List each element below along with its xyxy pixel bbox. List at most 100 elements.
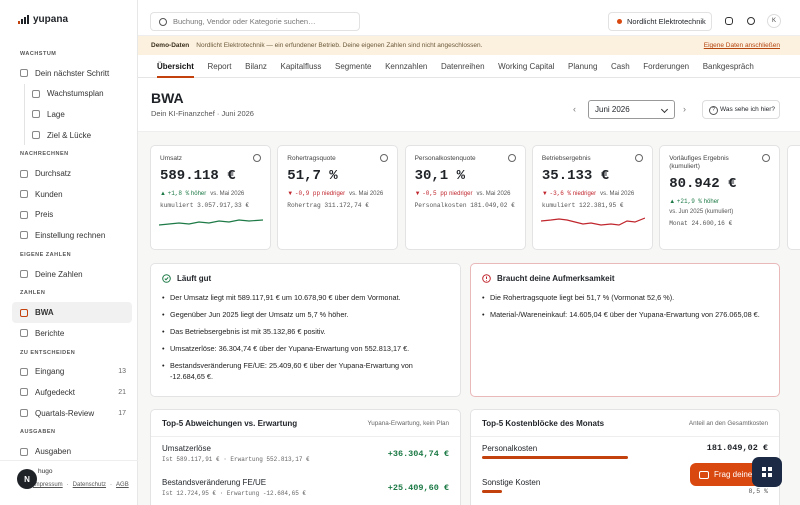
row-value: +36.304,74 € [387,449,449,459]
change: ▲ +21,9 % höher [669,198,719,206]
nav-count: 13 [118,368,126,376]
next-arrow[interactable]: › [683,104,686,114]
nav-label: Durchsatz [35,169,72,179]
tab[interactable]: Kapitalfluss [280,61,322,71]
nav-label: Kunden [35,189,63,199]
tab[interactable]: Planung [568,61,598,71]
kpi-change: ▼ -0,9 pp niedriger vs. Mai 2026 [287,190,388,198]
nav-item[interactable]: Preis [12,205,132,226]
kpi-value: 51,7 % [287,168,338,184]
nav-item[interactable]: Ausgaben [12,441,132,462]
nav-item[interactable]: Kunden [12,184,132,205]
tab[interactable]: Bilanz [245,61,267,71]
kpi-label: Betriebsergebnis [542,155,643,163]
change-value: +21,9 % [676,198,703,205]
nav-icon [20,308,28,317]
footer-link[interactable]: AGB [116,482,129,488]
theme-icon[interactable] [747,17,755,25]
insight-item: Gegenüber Jun 2025 liegt der Umsatz um 5… [162,309,449,320]
icon [162,274,171,283]
sidebar-footer: hugo Impressum · Datenschutz · AGB N [0,460,138,505]
kpi-change: ▲ +21,9 % höher vs. Jun 2025 (kumuliert) [669,198,770,216]
nav-item[interactable]: Dein nächster Schritt [12,63,132,84]
search[interactable]: Buchung, Vendor oder Kategorie suchen… [150,12,360,31]
nav-item[interactable]: Ziel & Lücke [12,124,132,146]
user-avatar[interactable]: K [767,14,781,28]
insight-list: Der Umsatz liegt mit 589.117,91 € um 10.… [162,292,449,382]
compare: vs. Mai 2026 [349,191,384,197]
cost-row: Sonstige Kosten 8,5 % [471,471,779,505]
costs-card: Top-5 Kostenblöcke des Monats Anteil an d… [470,409,780,505]
sparkline-path [159,219,263,226]
nav-section: WACHSTUM [20,51,57,57]
nav-section: ZU ENTSCHEIDEN [20,349,76,356]
tab[interactable]: Forderungen [643,61,690,71]
kpi-change: ▼ -0,5 pp niedriger vs. Mai 2026 [415,190,516,198]
nav-label: Quartals-Review [35,408,95,418]
nav-item[interactable]: Wachstumsplan [12,83,132,105]
card-header: Top-5 Abweichungen vs. Erwartung Yupana-E… [151,410,460,437]
nav-item[interactable]: Berichte [12,323,132,344]
row-name: Umsatzerlöse [162,444,211,453]
nav-item[interactable]: Eingang 13 [12,362,132,383]
nav-label: Preis [35,210,54,220]
insight-item: Der Umsatz liegt mit 589.117,91 € um 10.… [162,292,449,303]
nav-icon [20,231,28,240]
tab[interactable]: Datenreihen [440,61,485,71]
nav-item[interactable]: Durchsatz [12,163,132,184]
insight-item: Die Rohertragsquote liegt bei 51,7 % (Vo… [482,292,768,303]
nav-icon [32,89,40,98]
cost-row: Personalkosten 181.049,02 € [471,437,779,471]
change-value: -3,6 % [549,190,572,197]
insight-item: Das Betriebsergebnis ist mit 35.132,86 €… [162,326,449,337]
page-header: BWA Dein KI-Finanzchef · Juni 2026 ‹ Jun… [138,78,800,132]
nav-item[interactable]: Einstellung rechnen [12,225,132,246]
row-name: Sonstige Kosten [482,478,541,487]
apps-button[interactable] [752,457,782,487]
page-subtitle: Dein KI-Finanzchef · Juni 2026 [151,109,254,118]
tab[interactable]: Kennzahlen [385,61,428,71]
compare: vs. Jun 2025 (kumuliert) [669,209,734,215]
insight-item: Umsatzerlöse: 36.304,74 € über der Yupan… [162,343,449,354]
insight-attention: Braucht deine Aufmerksamkeit Die Rohertr… [470,263,780,397]
tab[interactable]: Segmente [335,61,372,71]
kpi-label: Vorläufiges Ergebnis (kumuliert) [669,155,770,171]
period-select[interactable]: Juni 2026 [588,100,675,119]
banner-text: Nordlicht Elektrotechnik — ein erfundene… [196,42,483,49]
footer-link[interactable]: Datenschutz [72,482,107,488]
footer-link[interactable]: Impressum [33,482,63,488]
kpi-card: Rohertragsquote 51,7 % ▼ -0,9 pp niedriger… [277,145,399,250]
nav-item[interactable]: Quartals-Review 17 [12,403,132,424]
tab[interactable]: Working Capital [498,61,555,71]
change-value: +1,8 % [167,190,190,197]
kpi-detail: Personalkosten 181.049,02 € [414,202,515,209]
row-detail: Ist 12.724,95 € · Erwartung -12.684,65 € [162,490,307,497]
nav-item[interactable]: Aufgedeckt 21 [12,382,132,403]
kpi-label: Personalkostenquote [415,155,516,163]
kpi-card: Betriebsergebnis 35.133 € ▼ -3,6 % niedrig… [531,145,653,250]
compare: vs. Mai 2026 [476,191,511,197]
tab[interactable]: Übersicht [157,55,194,78]
bell-icon[interactable] [725,17,733,25]
change-text: niedriger [321,191,346,197]
avatar[interactable]: N [17,469,37,489]
banner-link[interactable]: Eigene Daten anschließen [703,42,780,49]
arrow: ▲ [669,199,677,205]
help-button[interactable]: Was sehe ich hier? [702,100,780,119]
tab[interactable]: Bankgespräch [702,61,754,71]
company-switch[interactable]: Nordlicht Elektrotechnik [608,12,712,31]
row-value: 181.049,02 € [706,443,768,453]
nav-item[interactable]: BWA [12,302,132,323]
assistant-button[interactable]: Frag deine [690,463,760,486]
demo-banner: Demo-Daten Nordlicht Elektrotechnik — ei… [138,36,800,55]
prev-arrow[interactable]: ‹ [573,104,576,114]
nav-item[interactable]: Lage [12,104,132,125]
row-name: Bestandsveränderung FE/UE [162,478,267,487]
tab[interactable]: Cash [611,61,630,71]
brand[interactable]: yupana [18,14,68,25]
nav-item[interactable]: Deine Zahlen [12,264,132,285]
nav-label: Eingang [35,367,65,377]
tab[interactable]: Report [207,61,232,71]
